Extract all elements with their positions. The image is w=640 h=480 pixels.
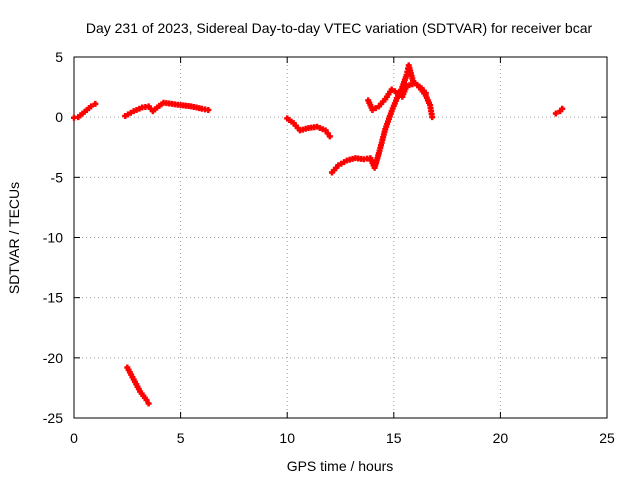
data-point (559, 105, 566, 112)
data-point-interp (196, 105, 203, 112)
x-tick-label: 15 (386, 430, 402, 446)
data-point-interp (324, 130, 331, 137)
x-axis-label: GPS time / hours (287, 458, 394, 474)
y-axis-label: SDTVAR / TECUs (6, 182, 22, 294)
data-point-interp (358, 155, 365, 162)
y-tick-label: -15 (43, 290, 63, 306)
data-point-interp (372, 105, 379, 112)
data-point-interp (311, 124, 318, 131)
data-point-interp (402, 74, 409, 81)
data-point-interp (202, 106, 209, 113)
data-point-interp (375, 152, 382, 159)
x-tick-label: 25 (599, 430, 615, 446)
data-point-interp (409, 75, 416, 82)
data-point-interp (416, 83, 423, 90)
data-point-interp (341, 159, 348, 166)
data-point-interp (380, 98, 387, 105)
data-point-interp (135, 386, 142, 393)
x-tick-label: 20 (493, 430, 509, 446)
data-point-interp (319, 126, 326, 133)
data-point-interp (142, 103, 149, 110)
y-tick-label: 5 (55, 49, 63, 65)
data-point-interp (349, 155, 356, 162)
data-points (71, 62, 566, 407)
data-point-interp (402, 85, 409, 92)
data-point (92, 100, 99, 107)
y-tick-label: -10 (43, 230, 63, 246)
data-point (552, 110, 559, 117)
y-tick-label: -20 (43, 350, 63, 366)
data-point-interp (127, 109, 134, 116)
x-tick-label: 0 (70, 430, 78, 446)
data-point-interp (364, 155, 371, 162)
data-point-interp (288, 118, 295, 125)
data-point-interp (136, 105, 143, 112)
data-point-interp (141, 394, 148, 401)
data-point-interp (387, 110, 394, 117)
data-point-interp (333, 164, 340, 171)
x-tick-label: 5 (177, 430, 185, 446)
data-point-interp (294, 124, 301, 131)
data-point-interp (152, 106, 159, 113)
data-point-interp (302, 125, 309, 132)
data-point-interp (174, 101, 181, 108)
data-point (145, 400, 152, 407)
data-point-interp (81, 108, 88, 115)
y-tick-label: 0 (55, 109, 63, 125)
data-point-interp (77, 112, 84, 119)
axis-ticks: 0 5 10 15 20 25 5 0 -5 -10 -15 -20 -25 (43, 49, 615, 446)
chart-title: Day 231 of 2023, Sidereal Day-to-day VTE… (86, 20, 593, 36)
data-point-interp (393, 95, 400, 102)
data-point-interp (85, 105, 92, 112)
x-tick-label: 10 (279, 430, 295, 446)
data-point-interp (425, 99, 432, 106)
data-point-interp (381, 128, 388, 135)
data-point-interp (420, 87, 427, 94)
data-point-interp (391, 88, 398, 95)
data-point-interp (129, 374, 136, 381)
data-point-interp (428, 111, 435, 118)
data-point-interp (166, 100, 173, 107)
y-tick-label: -25 (43, 410, 63, 426)
data-point-interp (185, 103, 192, 110)
y-tick-label: -5 (51, 169, 64, 185)
